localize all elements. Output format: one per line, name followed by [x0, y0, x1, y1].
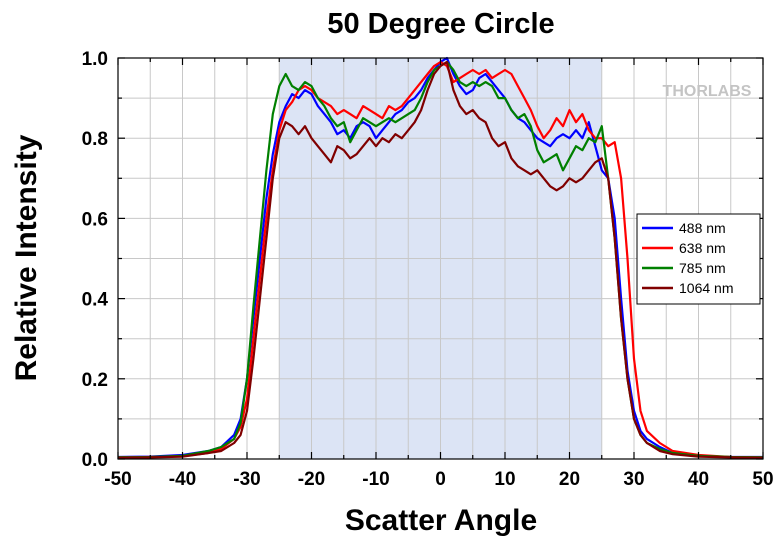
y-axis-label: Relative Intensity [10, 134, 43, 381]
legend-entry: 1064 nm [679, 280, 733, 296]
y-tick-label: 0.8 [82, 129, 108, 150]
y-tick-label: 0.0 [82, 450, 108, 471]
y-tick-label: 0.6 [82, 209, 108, 230]
x-tick-labels: -50 -40 -30 -20 -10 0 10 20 30 40 50 [104, 469, 773, 490]
x-tick-label: -30 [233, 469, 260, 490]
legend: 488 nm 638 nm 785 nm 1064 nm [636, 213, 761, 305]
x-tick-label: -50 [104, 469, 131, 490]
series-line-1064-nm [117, 60, 764, 459]
x-tick-label: 10 [494, 469, 515, 490]
x-tick-label: 30 [623, 469, 644, 490]
y-tick-label: 0.2 [82, 370, 108, 391]
y-tick-labels: 0.0 0.2 0.4 0.6 0.8 1.0 [82, 49, 109, 471]
x-tick-label: 20 [559, 469, 580, 490]
x-tick-label: 40 [688, 469, 709, 490]
legend-entry: 638 nm [679, 240, 726, 256]
x-tick-label: -40 [169, 469, 196, 490]
chart-title: 50 Degree Circle [327, 8, 554, 40]
x-tick-label: 50 [752, 469, 773, 490]
thorlabs-logo: THORLABS [663, 83, 752, 100]
legend-entry: 488 nm [679, 220, 726, 236]
y-tick-label: 0.4 [82, 290, 109, 311]
legend-entry: 785 nm [679, 260, 726, 276]
y-tick-label: 1.0 [82, 49, 108, 70]
x-tick-label: 0 [435, 469, 446, 490]
x-tick-label: -20 [298, 469, 325, 490]
x-axis-label: Scatter Angle [345, 504, 537, 537]
x-tick-label: -10 [362, 469, 389, 490]
